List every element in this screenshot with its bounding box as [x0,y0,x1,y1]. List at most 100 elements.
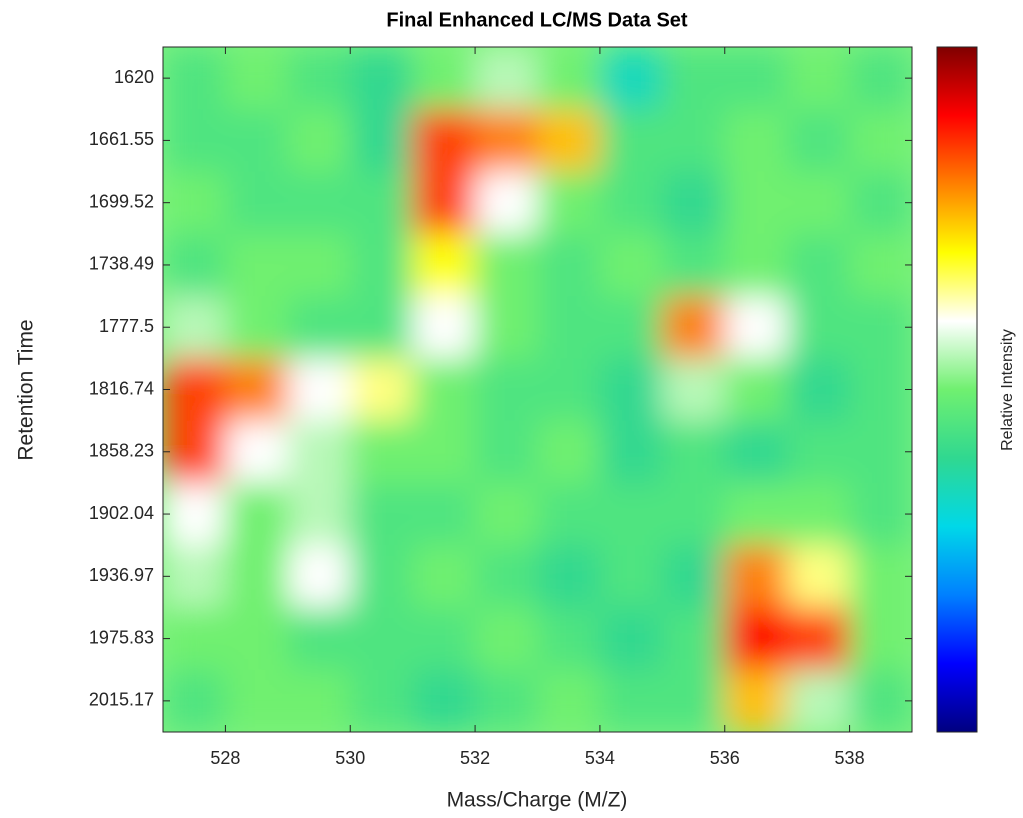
heatmap-cell [163,607,226,671]
heatmap-cell [475,233,538,297]
heatmap-cell [662,47,726,110]
heatmap-cell [599,47,663,110]
heatmap-cell [475,358,538,422]
heatmap-cell [412,669,476,732]
heatmap-cell [537,171,601,235]
heatmap-cell [537,233,601,297]
heatmap-cell [537,296,601,359]
heatmap-cell [287,47,351,110]
heatmap-cell [412,47,476,110]
chart-title: Final Enhanced LC/MS Data Set [386,9,688,31]
heatmap-cell [724,358,788,422]
heatmap-cell [163,171,226,235]
heatmap-cell [287,233,351,297]
y-tick-label: 1620 [114,67,154,87]
heatmap-cell [475,171,538,235]
heatmap-cell [412,233,476,297]
heatmap-cell [225,545,289,608]
y-tick-label: 1777.5 [99,316,154,336]
heatmap-cell [163,545,226,608]
heatmap-cell [724,109,788,173]
heatmap-cell [787,171,851,235]
heatmap-cell [287,296,351,359]
y-tick-label: 1858.23 [89,441,154,461]
heatmap-cell [599,358,663,422]
heatmap-cell [287,545,351,608]
heatmap-cell [412,607,476,671]
heatmap-cell [537,358,601,422]
heatmap-cell [225,296,289,359]
heatmap-cell [787,545,851,608]
heatmap-cell [849,545,912,608]
heatmap-cell [475,607,538,671]
heatmap-cell [350,482,414,546]
heatmap-cell [662,296,726,359]
heatmap-cell [225,482,289,546]
y-tick-label: 1816.74 [89,378,154,398]
y-tick-label: 1936.97 [89,565,154,585]
x-axis-label: Mass/Charge (M/Z) [447,789,628,812]
heatmap-cell [350,233,414,297]
heatmap-cell [225,109,289,173]
heatmap-cell [225,607,289,671]
heatmap-cell [475,47,538,110]
heatmap-cell [849,47,912,110]
heatmap-cell [787,233,851,297]
heatmap-cell [163,482,226,546]
heatmap-cell [599,482,663,546]
heatmap-cell [537,607,601,671]
heatmap-cell [849,482,912,546]
heatmap-cell [662,545,726,608]
heatmap-cells [163,47,912,732]
heatmap-cell [225,358,289,422]
heatmap-cell [287,420,351,484]
heatmap-cell [662,669,726,732]
heatmap-cell [599,296,663,359]
heatmap-cell [537,420,601,484]
heatmap-cell [724,296,788,359]
heatmap-cell [724,171,788,235]
heatmap-cell [599,545,663,608]
heatmap-cell [849,420,912,484]
heatmap-cell [662,109,726,173]
heatmap-cell [163,47,226,110]
heatmap-cell [537,482,601,546]
heatmap-cell [475,669,538,732]
heatmap-cell [662,420,726,484]
heatmap-cell [787,358,851,422]
y-axis-label: Retention Time [15,319,38,460]
heatmap-cell [350,47,414,110]
heatmap-cell [350,607,414,671]
heatmap-cell [599,607,663,671]
heatmap-cell [163,296,226,359]
heatmap-cell [724,47,788,110]
heatmap-cell [475,482,538,546]
heatmap-cell [475,296,538,359]
heatmap-cell [412,545,476,608]
heatmap-cell [537,47,601,110]
x-tick-label: 532 [460,748,490,768]
heatmap-cell [225,47,289,110]
heatmap-cell [225,420,289,484]
heatmap-cell [849,109,912,173]
heatmap-cell [287,358,351,422]
heatmap-cell [350,358,414,422]
heatmap-cell [350,296,414,359]
heatmap-cell [225,669,289,732]
heatmap-cell [849,233,912,297]
heatmap-cell [412,358,476,422]
y-tick-label: 1902.04 [89,503,154,523]
heatmap-cell [287,607,351,671]
heatmap-cell [849,669,912,732]
heatmap-cell [787,296,851,359]
y-tick-label: 1661.55 [89,129,154,149]
heatmap-cell [662,482,726,546]
y-tick-label: 2015.17 [89,690,154,710]
heatmap-cell [287,669,351,732]
x-tick-label: 528 [210,748,240,768]
heatmap-cell [599,233,663,297]
heatmap-cell [350,420,414,484]
heatmap-cell [537,545,601,608]
heatmap-cell [724,482,788,546]
